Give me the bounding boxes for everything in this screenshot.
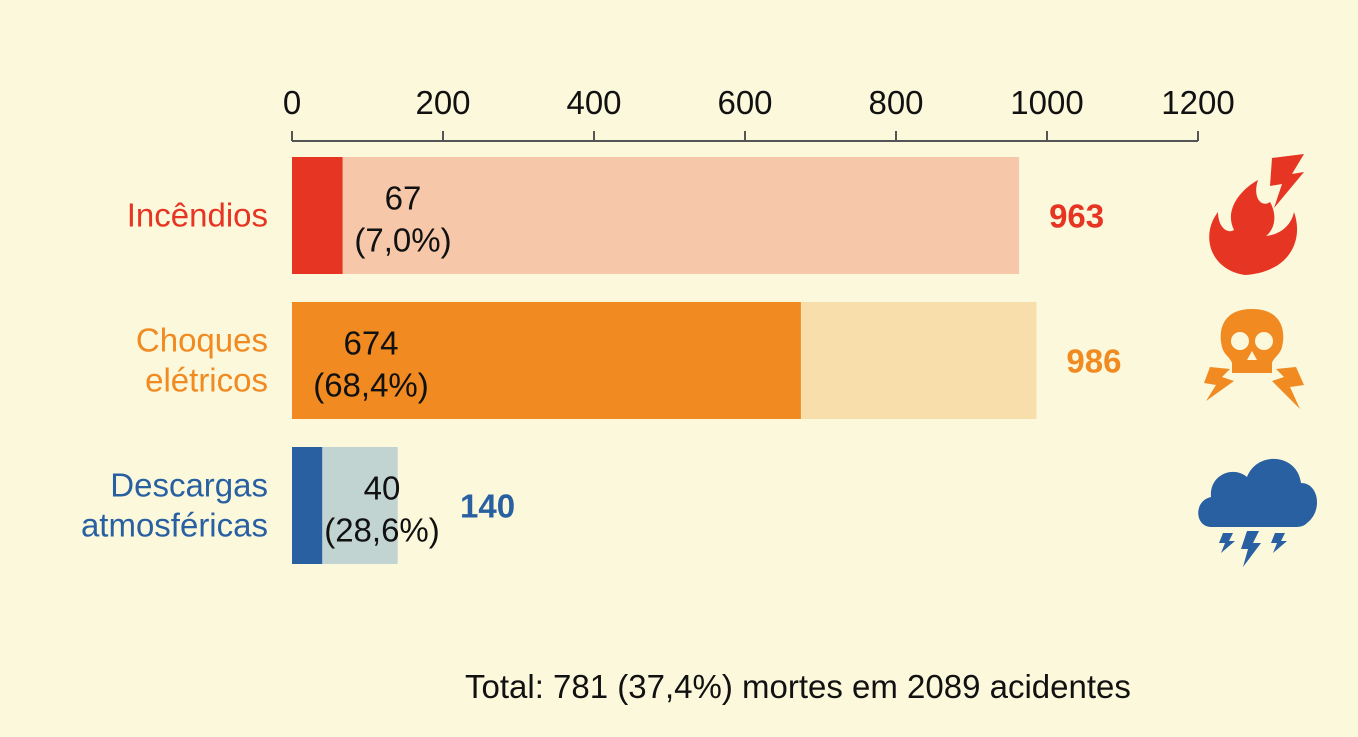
percent-label: (28,6%) [324, 512, 440, 549]
skull-eye [1231, 332, 1249, 350]
category-label: Incêndios [127, 197, 268, 234]
bolt-small [1219, 533, 1235, 553]
category-label: elétricos [145, 362, 268, 399]
total-value-label: 986 [1066, 343, 1121, 380]
x-axis: 0 200 400 600 800 1000 1200 [283, 84, 1235, 142]
bolt-shape [1270, 154, 1304, 208]
total-value-label: 963 [1049, 198, 1104, 235]
deaths-value-label: 67 [385, 180, 422, 217]
deaths-value-label: 674 [343, 325, 398, 362]
x-tick-label: 200 [415, 84, 470, 121]
skull-nose [1247, 351, 1257, 360]
percent-label: (7,0%) [354, 222, 451, 259]
fire-bolt-icon [1209, 154, 1304, 275]
category-label: Choques [136, 322, 268, 359]
footer-total: Total: 781 (37,4%) mortes em 2089 aciden… [465, 668, 1131, 705]
bolt-left [1204, 367, 1234, 401]
bar-total [292, 157, 1020, 274]
cloud-shape [1198, 458, 1318, 527]
skull-eye [1255, 332, 1273, 350]
fire-shape [1209, 180, 1298, 275]
percent-label: (68,4%) [313, 367, 429, 404]
category-label: Descargas [110, 467, 268, 504]
skull-bolt-icon [1204, 309, 1304, 409]
skull-shape [1220, 309, 1284, 373]
bolt-small [1271, 533, 1287, 553]
x-tick-label: 800 [868, 84, 923, 121]
x-tick-label: 1200 [1161, 84, 1234, 121]
category-label: atmosféricas [81, 507, 268, 544]
deaths-value-label: 40 [364, 470, 401, 507]
bar-deaths [292, 302, 801, 419]
bar-deaths [292, 447, 323, 564]
icons-group [1198, 154, 1318, 567]
storm-cloud-icon [1198, 458, 1318, 567]
bar-deaths [292, 157, 343, 274]
x-tick-label: 400 [566, 84, 621, 121]
x-tick-label: 600 [717, 84, 772, 121]
total-value-label: 140 [460, 488, 515, 525]
x-tick-label: 1000 [1010, 84, 1083, 121]
bolt-right [1272, 367, 1304, 409]
bolt-large [1241, 531, 1261, 567]
x-tick-label: 0 [283, 84, 301, 121]
